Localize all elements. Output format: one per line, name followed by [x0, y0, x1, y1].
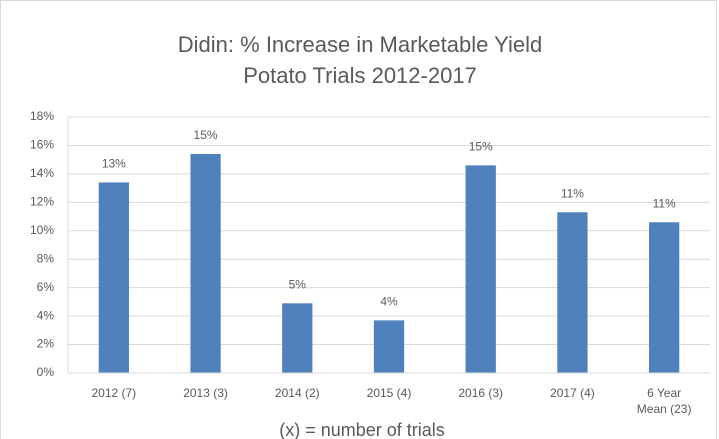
x-tick-label: 2014 (2) — [274, 386, 320, 400]
annotation: (x) = number of trials — [279, 420, 445, 439]
y-tick-label: 8% — [37, 251, 55, 265]
data-label: 4% — [380, 295, 398, 309]
x-tick-label: 2012 (7) — [91, 386, 137, 400]
x-tick-label: 2013 (3) — [183, 386, 228, 400]
x-tick-label: 2016 (3) — [458, 386, 504, 400]
x-tick-label: 2015 (4) — [366, 386, 412, 400]
chart-subtitle: Potato Trials 2012-2017 — [243, 63, 477, 88]
y-tick-label: 14% — [30, 166, 54, 180]
y-tick-label: 0% — [37, 365, 55, 379]
y-tick-label: 4% — [37, 308, 55, 322]
bar — [557, 212, 588, 373]
bar — [282, 303, 313, 373]
chart-title: Didin: % Increase in Marketable Yield — [178, 32, 542, 57]
bar — [98, 182, 129, 373]
y-tick-label: 6% — [37, 280, 55, 294]
data-label: 13% — [102, 157, 126, 171]
data-label: 5% — [289, 277, 307, 291]
x-tick-label: 6 Year Mean (23) — [636, 386, 692, 416]
bar — [373, 320, 405, 373]
y-tick-label: 16% — [30, 138, 54, 152]
data-label: 11% — [653, 196, 676, 210]
data-label: 15% — [194, 128, 218, 142]
x-tick-label: 2017 (4) — [550, 386, 595, 400]
bar — [465, 165, 496, 373]
y-tick-label: 18% — [30, 109, 54, 123]
y-tick-label: 12% — [30, 195, 54, 209]
y-tick-label: 2% — [37, 337, 55, 351]
bar — [190, 153, 221, 373]
data-label: 11% — [561, 186, 584, 200]
data-label: 15% — [469, 140, 493, 154]
bar — [649, 222, 680, 373]
y-tick-label: 10% — [30, 223, 54, 237]
